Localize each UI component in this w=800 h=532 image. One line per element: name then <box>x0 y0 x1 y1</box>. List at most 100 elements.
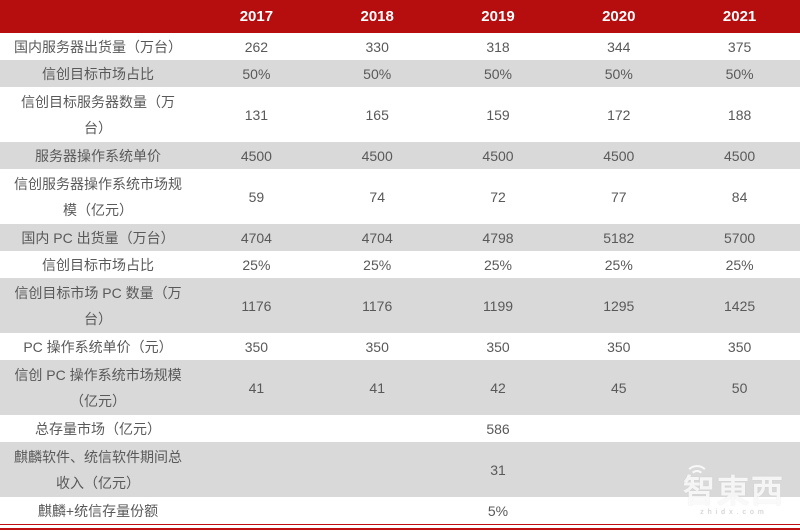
table-row: 麒麟软件、统信软件期间总收入（亿元） 31 <box>0 442 800 497</box>
data-cell: 25% <box>363 256 392 273</box>
data-cell: 350 <box>727 338 752 355</box>
data-cell: 165 <box>365 106 389 123</box>
data-cell: 77 <box>611 188 627 205</box>
data-cell <box>558 442 679 497</box>
data-cell: 1199 <box>482 297 514 314</box>
data-cell: 350 <box>244 338 269 355</box>
data-cell <box>679 415 800 442</box>
row-label: 信创目标市场 PC 数量（万台） <box>14 284 182 327</box>
data-cell: 50% <box>483 65 512 82</box>
data-cell: 1295 <box>603 297 635 314</box>
row-label: 信创服务器操作系统市场规模（亿元） <box>14 175 182 218</box>
year-header-2018: 2018 <box>360 8 394 25</box>
table-row: 国内服务器出货量（万台） 262 330 318 344 375 <box>0 33 800 60</box>
data-cell: 4500 <box>724 147 756 164</box>
year-header-2020: 2020 <box>602 8 636 25</box>
data-cell: 4704 <box>240 229 272 246</box>
data-cell: 5700 <box>724 229 756 246</box>
row-label: 信创 PC 操作系统市场规模（亿元） <box>14 366 182 409</box>
table-row: 信创目标市场占比 25% 25% 25% 25% 25% <box>0 251 800 278</box>
table-row: PC 操作系统单价（元） 350 350 350 350 350 <box>0 333 800 360</box>
row-label: 麒麟软件、统信软件期间总收入（亿元） <box>14 448 182 491</box>
row-label: 信创目标市场占比 <box>42 256 154 273</box>
data-cell <box>317 442 438 497</box>
data-cell: 344 <box>607 38 631 55</box>
data-cell: 41 <box>248 379 265 396</box>
data-cell: 188 <box>727 106 752 123</box>
table-row: 服务器操作系统单价 4500 4500 4500 4500 4500 <box>0 142 800 169</box>
data-cell: 59 <box>248 188 265 205</box>
table-row: 信创目标市场 PC 数量（万台） 1176 1176 1199 1295 1425 <box>0 278 800 333</box>
data-cell: 41 <box>369 379 385 396</box>
data-cell: 4798 <box>482 229 514 246</box>
data-cell: 5% <box>487 502 509 519</box>
data-cell: 25% <box>725 256 754 273</box>
data-cell: 1176 <box>241 297 272 314</box>
row-label: 服务器操作系统单价 <box>35 147 161 164</box>
data-cell <box>317 497 438 524</box>
table-row: 信创目标市场占比 50% 50% 50% 50% 50% <box>0 60 800 87</box>
year-header-2017: 2017 <box>239 8 274 25</box>
data-cell: 172 <box>607 106 631 123</box>
data-cell: 50% <box>242 65 271 82</box>
row-label: 麒麟+统信存量份额 <box>37 502 159 519</box>
data-cell: 45 <box>611 379 627 396</box>
table-body: 国内服务器出货量（万台） 262 330 318 344 375 信创目标市场占比 50% 50… <box>0 33 800 524</box>
data-cell: 5182 <box>603 229 635 246</box>
data-cell: 4500 <box>603 147 635 164</box>
data-cell: 84 <box>731 188 748 205</box>
data-cell: 4704 <box>361 229 393 246</box>
data-cell: 42 <box>490 379 506 396</box>
table-row: 信创 PC 操作系统市场规模（亿元） 41 41 42 45 50 <box>0 360 800 415</box>
data-cell: 25% <box>604 256 633 273</box>
data-cell: 318 <box>486 38 510 55</box>
data-cell <box>317 415 438 442</box>
table-row: 国内 PC 出货量（万台） 4704 4704 4798 5182 5700 <box>0 224 800 251</box>
data-cell <box>558 497 679 524</box>
row-label: 信创目标服务器数量（万台） <box>21 93 175 136</box>
row-label: 信创目标市场占比 <box>42 65 154 82</box>
row-label: PC 操作系统单价（元） <box>23 338 173 355</box>
row-label: 国内服务器出货量（万台） <box>14 38 182 55</box>
data-cell: 350 <box>365 338 389 355</box>
table-header-row: 2017 2018 2019 2020 2021 <box>0 0 800 33</box>
data-cell: 586 <box>486 420 510 437</box>
table-row: 麒麟+统信存量份额 5% <box>0 497 800 524</box>
table-row: 信创服务器操作系统市场规模（亿元） 59 74 72 77 84 <box>0 169 800 224</box>
data-cell: 25% <box>483 256 512 273</box>
data-cell: 4500 <box>240 147 272 164</box>
data-cell: 262 <box>244 38 269 55</box>
data-cell <box>196 442 317 497</box>
data-cell: 131 <box>244 106 269 123</box>
data-cell: 350 <box>607 338 631 355</box>
data-cell: 330 <box>365 38 389 55</box>
data-cell <box>558 415 679 442</box>
data-cell: 74 <box>369 188 385 205</box>
data-cell: 31 <box>490 461 506 478</box>
data-cell: 72 <box>490 188 506 205</box>
data-cell: 50% <box>604 65 633 82</box>
data-cell: 1176 <box>362 297 393 314</box>
data-cell: 25% <box>242 256 271 273</box>
year-header-2019: 2019 <box>481 8 515 25</box>
data-cell: 1425 <box>724 297 756 314</box>
row-label: 国内 PC 出货量（万台） <box>21 229 175 246</box>
data-cell: 50% <box>725 65 754 82</box>
row-label: 总存量市场（亿元） <box>35 420 161 437</box>
data-cell: 350 <box>486 338 510 355</box>
year-header-2021: 2021 <box>722 8 757 25</box>
table-row: 信创目标服务器数量（万台） 131 165 159 172 188 <box>0 87 800 142</box>
data-cell: 50% <box>363 65 392 82</box>
data-cell: 4500 <box>361 147 393 164</box>
data-cell: 4500 <box>482 147 514 164</box>
data-cell <box>196 415 317 442</box>
table-row: 总存量市场（亿元） 586 <box>0 415 800 442</box>
table-bottom-double-rule <box>0 524 800 530</box>
data-cell: 375 <box>727 38 752 55</box>
data-cell <box>196 497 317 524</box>
corner-cell <box>0 0 196 33</box>
data-cell: 50 <box>731 379 748 396</box>
data-cell <box>679 497 800 524</box>
data-cell: 159 <box>486 106 510 123</box>
